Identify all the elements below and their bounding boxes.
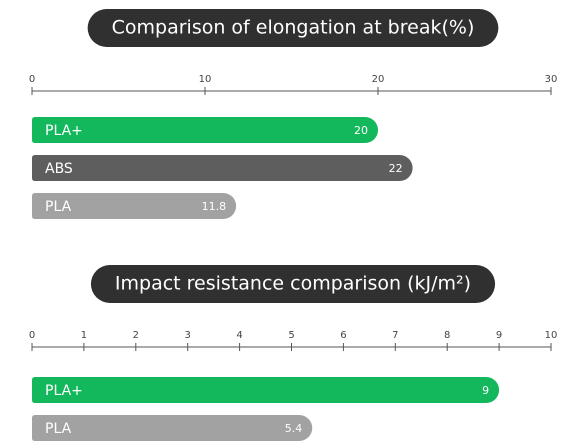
x-tick-label: 2 xyxy=(133,330,139,341)
x-tick-label: 7 xyxy=(392,330,398,341)
bar xyxy=(32,377,500,403)
bar xyxy=(32,193,237,219)
x-tick-label: 1 xyxy=(81,330,87,341)
value-label: 9 xyxy=(482,384,489,397)
value-label: 5.4 xyxy=(285,422,303,435)
category-label: ABS xyxy=(45,161,73,177)
chart-title: Impact resistance comparison (kJ/m²) xyxy=(115,273,471,295)
x-tick-label: 4 xyxy=(236,330,242,341)
category-label: PLA+ xyxy=(45,123,83,139)
x-tick-label: 0 xyxy=(29,330,35,341)
category-label: PLA+ xyxy=(45,383,83,399)
x-tick-label: 10 xyxy=(545,330,558,341)
title-pill xyxy=(87,9,499,47)
x-tick-label: 0 xyxy=(29,74,35,85)
x-tick-label: 10 xyxy=(199,74,212,85)
title-pill xyxy=(90,265,496,303)
x-tick-label: 3 xyxy=(185,330,191,341)
bar xyxy=(32,155,413,181)
value-label: 22 xyxy=(389,162,403,175)
x-tick-label: 30 xyxy=(545,74,558,85)
category-label: PLA xyxy=(45,199,72,215)
bar xyxy=(32,415,313,441)
x-tick-label: 5 xyxy=(288,330,294,341)
x-tick-label: 6 xyxy=(340,330,346,341)
x-tick-label: 9 xyxy=(496,330,502,341)
value-label: 11.8 xyxy=(202,200,227,213)
category-label: PLA xyxy=(45,421,72,437)
x-tick-label: 8 xyxy=(444,330,450,341)
bar xyxy=(32,117,378,143)
value-label: 20 xyxy=(354,124,368,137)
x-tick-label: 20 xyxy=(372,74,385,85)
chart-title: Comparison of elongation at break(%) xyxy=(112,17,475,39)
